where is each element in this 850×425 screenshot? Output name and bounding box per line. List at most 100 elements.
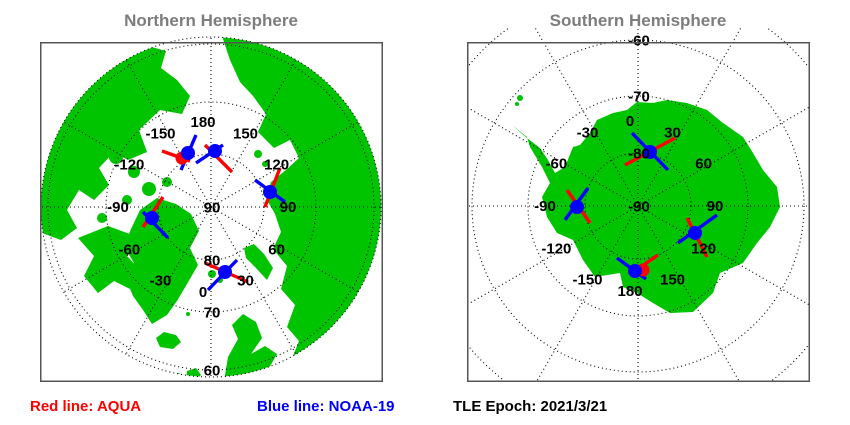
satellite-marker — [563, 187, 592, 224]
south-hemisphere-map: 0 30 60 90 120 150 180 -150-120 -90 -60 -30 -90 -80 -… — [467, 28, 810, 382]
latitude-label: -70 — [628, 89, 650, 106]
longitude-spoke — [535, 205, 639, 382]
longitude-spoke — [63, 206, 212, 293]
latitude-label: 60 — [204, 363, 221, 380]
longitude-label: 30 — [664, 124, 681, 141]
south-satellite-markers — [563, 131, 718, 281]
land-polygon — [223, 314, 291, 377]
satellite-marker — [141, 196, 170, 240]
latitude-label: 90 — [204, 200, 221, 217]
latitude-circle — [471, 39, 805, 373]
graticule — [467, 28, 810, 382]
longitude-spoke — [210, 206, 297, 355]
longitude-label: 180 — [617, 283, 642, 300]
latitude-label: -90 — [628, 199, 650, 216]
longitude-label: -90 — [534, 198, 556, 215]
longitude-spoke — [637, 205, 810, 306]
satellite-marker — [616, 253, 659, 281]
north-satellite-markers — [141, 134, 287, 292]
noaa19-position-dot — [643, 145, 657, 159]
longitude-spoke — [210, 206, 359, 293]
island — [142, 182, 156, 196]
land-polygon — [156, 332, 181, 349]
grid-labels: 0 30 60 90 120 150 180 -150-120 -90 -60 -30 -90 -80 -… — [534, 33, 723, 301]
land-polygon — [78, 226, 139, 293]
longitude-label: -150 — [145, 125, 175, 142]
legend-tle-epoch: TLE Epoch: 2021/3/21 — [453, 398, 608, 415]
longitude-label: 150 — [233, 125, 258, 142]
satellite-marker — [195, 143, 234, 174]
longitude-spoke — [467, 106, 639, 207]
island — [517, 95, 523, 101]
island — [186, 312, 190, 316]
longitude-label: -30 — [150, 273, 172, 290]
longitude-label: -120 — [541, 241, 571, 258]
satellite-marker — [204, 258, 249, 292]
longitude-label: -120 — [114, 157, 144, 174]
longitude-label: -60 — [119, 242, 141, 259]
land-polygon — [244, 244, 273, 280]
noaa19-position-dot — [218, 265, 232, 279]
satellite-marker — [624, 131, 676, 172]
longitude-label: -60 — [546, 156, 568, 173]
island — [122, 195, 132, 205]
longitude-label: 60 — [695, 156, 712, 173]
longitude-spoke — [210, 121, 359, 208]
island — [97, 213, 107, 223]
longitude-label: 60 — [268, 242, 285, 259]
legend-red-aqua: Red line: AQUA — [30, 398, 142, 415]
latitude-circle — [40, 36, 382, 378]
longitude-spoke — [534, 28, 639, 207]
north-hemisphere-map: 0 30 60 90 120 150 180 -150-120 -90 -60 -30 90 80 70 6… — [40, 36, 383, 382]
longitude-label: 0 — [626, 113, 634, 130]
grid-labels: 0 30 60 90 120 150 180 -150-120 -90 -60 -30 90 80 70 6… — [107, 114, 296, 380]
longitude-label: -90 — [107, 199, 129, 216]
longitude-label: -30 — [577, 124, 599, 141]
satellite-marker — [677, 213, 718, 258]
latitude-label: 70 — [204, 305, 221, 322]
graticule — [40, 36, 382, 378]
longitude-spoke — [637, 106, 810, 207]
longitude-label: 90 — [280, 199, 297, 216]
island — [109, 150, 123, 164]
longitude-label: 120 — [691, 241, 716, 258]
island — [162, 177, 172, 187]
island — [128, 166, 140, 178]
longitude-spoke — [125, 59, 212, 208]
longitude-label: 180 — [190, 114, 215, 131]
longitude-spoke — [63, 121, 212, 208]
noaa19-position-dot — [628, 264, 642, 278]
longitude-label: -150 — [572, 272, 602, 289]
island — [254, 150, 262, 158]
latitude-label: -60 — [628, 33, 650, 50]
longitude-label: 120 — [264, 157, 289, 174]
longitude-label: 90 — [707, 198, 724, 215]
satellite-marker — [161, 134, 198, 171]
longitude-spoke — [637, 205, 741, 382]
latitude-circle — [527, 95, 749, 317]
island — [515, 102, 519, 106]
legend-blue-noaa19: Blue line: NOAA-19 — [257, 398, 395, 415]
noaa19-position-dot — [688, 226, 702, 240]
south-map-title: Southern Hemisphere — [549, 11, 727, 30]
latitude-label: 80 — [204, 253, 221, 270]
longitude-label: 30 — [237, 273, 254, 290]
land-polygon — [186, 368, 201, 377]
island — [208, 270, 216, 278]
longitude-spoke — [637, 28, 742, 207]
longitude-spoke — [210, 59, 297, 208]
noaa19-position-dot — [145, 211, 159, 225]
island — [262, 161, 268, 167]
noaa19-position-dot — [570, 200, 584, 214]
noaa19-position-dot — [208, 144, 222, 158]
panel-border — [40, 42, 383, 382]
north-map-title: Northern Hemisphere — [124, 11, 298, 30]
land-polygon — [222, 37, 381, 377]
longitude-spoke — [467, 205, 639, 306]
longitude-spoke — [125, 206, 212, 355]
noaa19-position-dot — [181, 146, 195, 160]
longitude-label: 0 — [199, 284, 207, 301]
panel-border — [467, 42, 810, 382]
satellite-marker — [253, 167, 287, 208]
